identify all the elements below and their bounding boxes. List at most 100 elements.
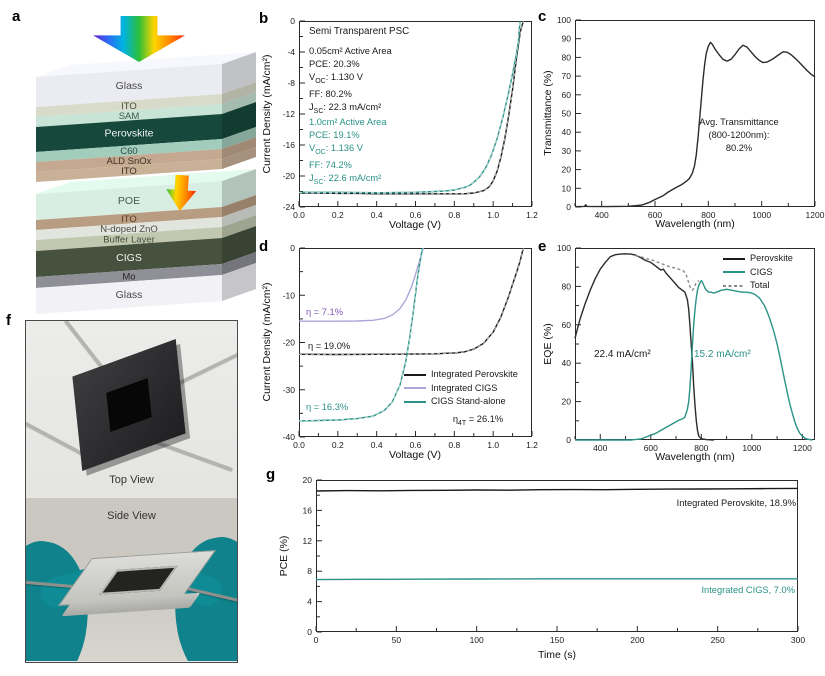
x-axis-title-e: Wavelength (nm) — [655, 451, 735, 463]
svg-text:30: 30 — [562, 146, 572, 156]
svg-text:1.2: 1.2 — [526, 210, 538, 220]
svg-text:100: 100 — [470, 635, 484, 645]
svg-text:0: 0 — [290, 243, 295, 253]
eta-integrated-cigs: η = 7.1% — [306, 307, 343, 317]
line-swatch — [723, 257, 745, 260]
svg-text:-20: -20 — [283, 171, 296, 181]
device-active-window — [99, 565, 178, 595]
legend-item: Total — [723, 279, 793, 293]
legend-label: Integrated Perovskite — [431, 369, 518, 379]
svg-text:0.4: 0.4 — [371, 440, 383, 450]
svg-text:100: 100 — [557, 15, 571, 25]
svg-text:40: 40 — [562, 358, 572, 368]
panel-label-c: c — [538, 8, 547, 25]
x-axis-title-c: Wavelength (nm) — [655, 218, 735, 230]
legend-item: Integrated CIGS — [404, 382, 518, 396]
svg-text:Perovskite: Perovskite — [104, 128, 153, 140]
legend-item: CIGS — [723, 266, 793, 280]
svg-text:60: 60 — [562, 90, 572, 100]
svg-text:150: 150 — [550, 635, 564, 645]
svg-text:300: 300 — [791, 635, 805, 645]
eta-cigs-standalone: η = 16.3% — [306, 402, 349, 412]
svg-text:POE: POE — [118, 195, 140, 207]
svg-text:10: 10 — [562, 183, 572, 193]
pce-label-perovskite: Integrated Perovskite, 18.9% — [676, 498, 796, 508]
svg-text:-40: -40 — [283, 432, 296, 442]
svg-text:20: 20 — [562, 397, 572, 407]
legend-label: CIGS — [750, 266, 773, 277]
device-photos: Top View Side View — [25, 320, 238, 663]
svg-text:ITO: ITO — [121, 101, 137, 112]
svg-text:70: 70 — [562, 71, 572, 81]
legend-item: Integrated Perovskite — [404, 368, 518, 382]
legend-label: Perovskite — [750, 253, 793, 263]
svg-text:600: 600 — [648, 210, 662, 220]
svg-text:60: 60 — [562, 320, 572, 330]
svg-text:80: 80 — [562, 52, 572, 62]
svg-text:0: 0 — [307, 627, 312, 637]
panel-label-d: d — [259, 238, 269, 255]
legend-item: CIGS Stand-alone — [404, 395, 518, 409]
y-axis-title-c: Transmittance (%) — [542, 70, 554, 156]
svg-text:ITO: ITO — [121, 214, 137, 225]
svg-text:-24: -24 — [283, 202, 296, 212]
x-axis-title-g: Time (s) — [537, 649, 577, 661]
svg-text:Glass: Glass — [116, 80, 143, 92]
device-stack-panel: Glass ITO SAM Perovskite C60 ALD SnOx ITO POE IT… — [8, 6, 258, 318]
svg-text:0.8: 0.8 — [448, 210, 460, 220]
side-view-caption: Side View — [107, 510, 156, 522]
svg-text:400: 400 — [593, 443, 607, 453]
svg-text:0: 0 — [314, 635, 319, 645]
eqe-chart: 400 600 800 1000 1200 0 20 40 60 80 100 — [557, 243, 815, 453]
svg-text:1.0: 1.0 — [487, 440, 499, 450]
svg-text:0.6: 0.6 — [410, 440, 422, 450]
svg-text:ALD SnOx: ALD SnOx — [107, 156, 152, 167]
svg-text:1200: 1200 — [806, 210, 825, 220]
svg-text:200: 200 — [630, 635, 644, 645]
svg-text:20: 20 — [303, 475, 313, 485]
svg-text:0: 0 — [566, 202, 571, 212]
legend-panel-e: Perovskite CIGS Total — [723, 252, 793, 293]
pce-stability-chart: 0 50 100 150 200 250 300 0 4 8 12 16 20 — [303, 475, 806, 645]
legend-label: Integrated CIGS — [431, 382, 498, 393]
jv-chart-integrated: 0.0 0.2 0.4 0.6 0.8 1.0 1.2 0 -10 -20 -30 -40 — [283, 243, 538, 450]
svg-text:0.8: 0.8 — [448, 440, 460, 450]
svg-text:400: 400 — [595, 210, 609, 220]
svg-text:CIGS: CIGS — [116, 252, 142, 264]
svg-text:50: 50 — [562, 109, 572, 119]
svg-text:600: 600 — [644, 443, 658, 453]
line-swatch — [404, 387, 426, 390]
svg-text:C60: C60 — [120, 146, 137, 157]
svg-text:0.4: 0.4 — [371, 210, 383, 220]
line-swatch — [723, 271, 745, 274]
y-axis-title-d: Current Density (mA/cm²) — [261, 282, 273, 402]
jsc-perovskite: 22.4 mA/cm² — [594, 349, 651, 360]
svg-text:0: 0 — [566, 435, 571, 445]
line-swatch — [404, 373, 426, 376]
svg-text:0.0: 0.0 — [293, 210, 305, 220]
svg-text:80: 80 — [562, 281, 572, 291]
svg-text:1.2: 1.2 — [526, 440, 538, 450]
x-axis-title-d: Voltage (V) — [389, 449, 441, 461]
svg-text:Buffer Layer: Buffer Layer — [103, 235, 155, 246]
svg-text:800: 800 — [701, 210, 715, 220]
svg-text:Glass: Glass — [116, 289, 143, 301]
svg-text:8: 8 — [307, 566, 312, 576]
panel-label-a: a — [12, 8, 21, 25]
pce-label-cigs: Integrated CIGS, 7.0% — [701, 585, 795, 595]
legend-label: Total — [750, 280, 770, 290]
svg-text:1000: 1000 — [752, 210, 771, 220]
svg-text:800: 800 — [694, 443, 708, 453]
panel-label-g: g — [266, 466, 276, 483]
panel-label-b: b — [259, 10, 269, 27]
svg-text:-20: -20 — [283, 338, 296, 348]
panel-label-e: e — [538, 238, 547, 255]
line-swatch — [404, 400, 426, 403]
jv-chart-semitransparent: 0.0 0.2 0.4 0.6 0.8 1.0 1.2 0 -4 -8 -12 -16 -20 -24 — [283, 16, 538, 220]
svg-text:50: 50 — [392, 635, 402, 645]
svg-text:0.6: 0.6 — [410, 210, 422, 220]
dashed-line-swatch — [723, 284, 745, 287]
panel-label-f: f — [6, 312, 11, 329]
svg-text:SAM: SAM — [119, 111, 140, 122]
